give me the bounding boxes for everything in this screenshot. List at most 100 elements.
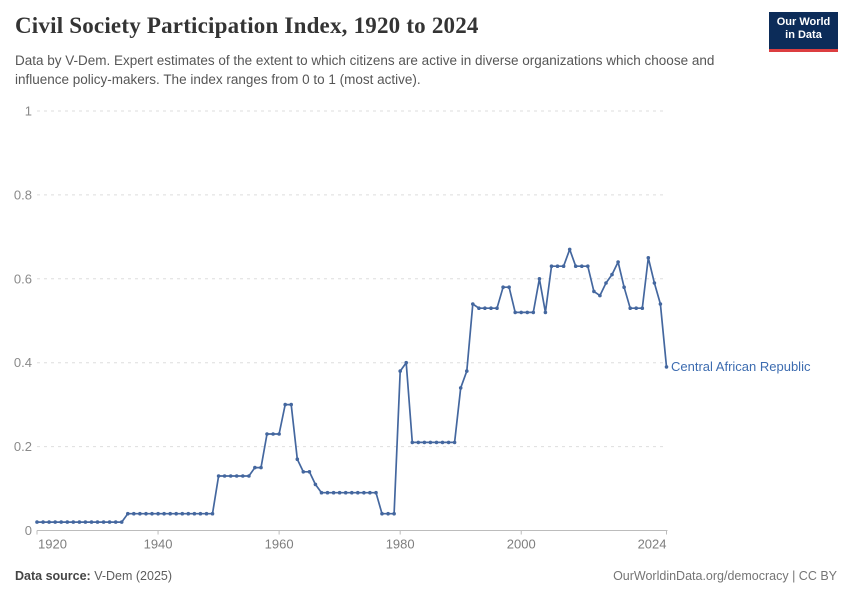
- data-point-marker: [465, 369, 469, 373]
- data-point-marker: [392, 511, 396, 516]
- data-point-marker: [634, 306, 638, 311]
- data-point-marker: [59, 520, 63, 524]
- data-point-marker: [271, 432, 275, 436]
- data-point-marker: [156, 511, 160, 516]
- data-point-marker: [319, 490, 324, 495]
- data-point-marker: [434, 440, 439, 445]
- data-point-marker: [241, 474, 245, 478]
- data-point-marker: [162, 511, 166, 516]
- x-axis-label: 2000: [507, 537, 536, 552]
- data-point-marker: [265, 432, 269, 436]
- data-point-marker: [531, 310, 536, 315]
- data-point-marker: [652, 281, 657, 285]
- data-point-marker: [598, 293, 602, 298]
- data-point-marker: [313, 482, 318, 487]
- y-axis-label: 0.4: [14, 355, 32, 370]
- data-point-marker: [132, 511, 136, 516]
- data-point-marker: [41, 520, 45, 524]
- owid-logo-line1: Our World: [776, 16, 831, 28]
- data-point-marker: [416, 440, 421, 445]
- data-point-marker: [53, 520, 57, 524]
- data-point-marker: [337, 490, 342, 495]
- data-source-value: V-Dem (2025): [94, 569, 173, 583]
- data-point-marker: [283, 402, 288, 407]
- data-point-marker: [658, 302, 663, 306]
- data-point-marker: [580, 264, 584, 269]
- data-point-marker: [247, 474, 251, 478]
- y-axis-label: 0.8: [14, 187, 32, 202]
- data-point-marker: [186, 511, 191, 516]
- data-point-marker: [567, 247, 572, 252]
- data-point-marker: [325, 490, 330, 495]
- data-point-marker: [150, 511, 154, 516]
- data-point-marker: [646, 255, 651, 260]
- data-point-marker: [555, 264, 560, 269]
- data-point-marker: [277, 432, 281, 436]
- data-point-marker: [65, 520, 70, 524]
- data-source-note: Data source: V-Dem (2025): [15, 569, 172, 583]
- chart-line[interactable]: [36, 248, 668, 523]
- data-point-marker: [471, 302, 475, 306]
- data-point-marker: [350, 490, 354, 495]
- series-entity-label[interactable]: Central African Republic: [671, 359, 811, 374]
- owid-logo[interactable]: Our World in Data: [769, 12, 838, 52]
- data-point-marker: [452, 440, 457, 445]
- data-point-marker: [216, 474, 221, 478]
- data-point-marker: [561, 264, 566, 269]
- data-point-marker: [622, 285, 626, 290]
- data-point-marker: [77, 520, 82, 524]
- data-point-marker: [362, 490, 366, 495]
- data-point-marker: [307, 470, 312, 474]
- data-point-marker: [410, 440, 415, 445]
- data-point-marker: [228, 474, 233, 478]
- data-point-marker: [386, 511, 390, 516]
- data-point-marker: [422, 440, 427, 445]
- data-point-marker: [586, 264, 590, 269]
- page-title: Civil Society Participation Index, 1920 …: [15, 13, 479, 38]
- data-point-marker: [301, 470, 306, 474]
- data-point-marker: [89, 520, 94, 524]
- data-point-marker: [101, 520, 106, 524]
- data-point-marker: [458, 386, 463, 390]
- data-point-marker: [126, 511, 130, 516]
- data-point-marker: [519, 310, 523, 315]
- x-axis-label: 1920: [38, 537, 67, 552]
- credit-link[interactable]: OurWorldinData.org/democracy | CC BY: [613, 569, 837, 583]
- data-point-marker: [198, 511, 203, 516]
- data-point-marker: [640, 306, 645, 311]
- data-point-marker: [501, 285, 505, 290]
- data-point-marker: [253, 465, 257, 470]
- data-point-marker: [210, 511, 215, 516]
- data-point-marker: [495, 306, 499, 311]
- data-point-marker: [628, 306, 632, 311]
- data-point-marker: [513, 310, 517, 315]
- data-point-marker: [331, 490, 336, 495]
- data-point-marker: [83, 520, 88, 524]
- data-point-marker: [664, 365, 669, 369]
- chart-subtitle: Data by V-Dem. Expert estimates of the e…: [15, 53, 715, 87]
- data-point-marker: [71, 520, 76, 524]
- data-point-marker: [174, 511, 178, 516]
- y-axis-label: 0.6: [14, 271, 32, 286]
- data-point-marker: [398, 369, 403, 373]
- data-point-marker: [35, 520, 39, 524]
- data-point-marker: [489, 306, 493, 311]
- data-point-marker: [543, 310, 548, 315]
- data-point-marker: [295, 457, 300, 462]
- data-point-marker: [107, 520, 112, 524]
- data-point-marker: [168, 511, 172, 516]
- data-point-marker: [222, 474, 227, 478]
- data-point-marker: [204, 511, 209, 516]
- y-axis-label: 1: [25, 104, 32, 119]
- data-point-marker: [259, 465, 263, 470]
- data-point-marker: [95, 520, 100, 524]
- data-point-marker: [573, 264, 578, 269]
- data-point-marker: [428, 440, 433, 445]
- data-point-marker: [113, 520, 118, 524]
- data-point-marker: [483, 306, 487, 311]
- x-axis-label: 2024: [638, 537, 667, 552]
- data-point-marker: [507, 285, 511, 290]
- y-axis-label: 0: [25, 523, 32, 538]
